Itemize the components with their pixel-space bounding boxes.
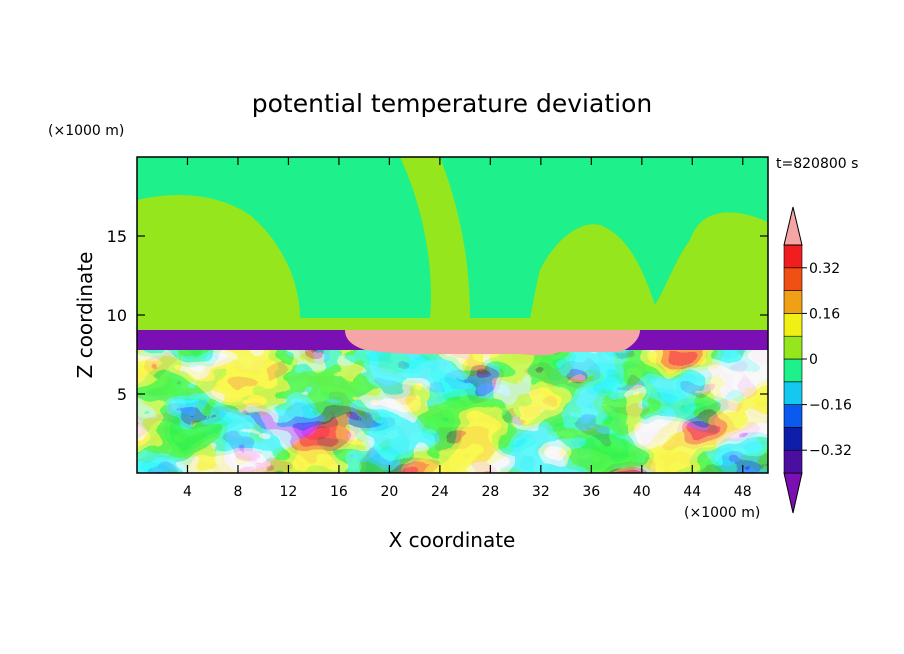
x-tick-label: 40 [633,484,651,500]
y-tick-label: 5 [117,385,127,404]
upper-layer-patch-right [440,157,768,318]
x-tick-label: 12 [280,484,298,500]
x-axis-title: X coordinate [389,528,516,552]
x-tick-label: 44 [683,484,701,500]
chart-title: potential temperature deviation [252,89,652,118]
colorbar-tick-label: −0.16 [809,398,852,414]
colorbar-bin [783,358,803,383]
x-axis: 4 8 12 16 20 24 28 32 36 40 44 48 [183,157,752,500]
x-tick-label: 48 [734,484,752,500]
colorbar-bin [783,449,803,474]
y-axis-title: Z coordinate [73,252,97,379]
y-axis: 5 10 15 [107,227,768,404]
colorbar-bin [783,290,803,314]
colorbar: 0.32 0.16 0 −0.16 −0.32 [783,206,852,514]
plume-cap [345,330,640,356]
x-tick-label: 32 [532,484,550,500]
x-tick-label: 20 [380,484,398,500]
colorbar-bin [783,313,803,337]
x-tick-label: 16 [330,484,348,500]
time-label: t=820800 s [776,156,858,172]
x-tick-label: 4 [183,484,192,500]
colorbar-tick-label: 0 [809,352,818,368]
colorbar-extend-low [783,472,803,514]
y-tick-label: 15 [107,227,127,246]
x-tick-label: 24 [431,484,449,500]
plot-area [137,157,768,473]
colorbar-tick-label: 0.32 [809,261,840,277]
colorbar-bin [783,244,803,269]
colorbar-extend-high [783,206,803,246]
colorbar-bin [783,381,803,405]
x-tick-label: 8 [233,484,242,500]
x-tick-label: 28 [481,484,499,500]
y-tick-label: 10 [107,306,127,325]
colorbar-tick-label: −0.32 [809,443,852,459]
x-tick-label: 36 [582,484,600,500]
colorbar-bin [783,335,803,360]
colorbar-tick-label: 0.16 [809,306,840,322]
x-unit-label: (×1000 m) [684,505,760,521]
colorbar-bin [783,267,803,291]
upper-layer-patch-left [137,157,431,318]
colorbar-bin [783,427,803,451]
colorbar-bin [783,404,803,428]
y-unit-label: (×1000 m) [48,123,124,139]
